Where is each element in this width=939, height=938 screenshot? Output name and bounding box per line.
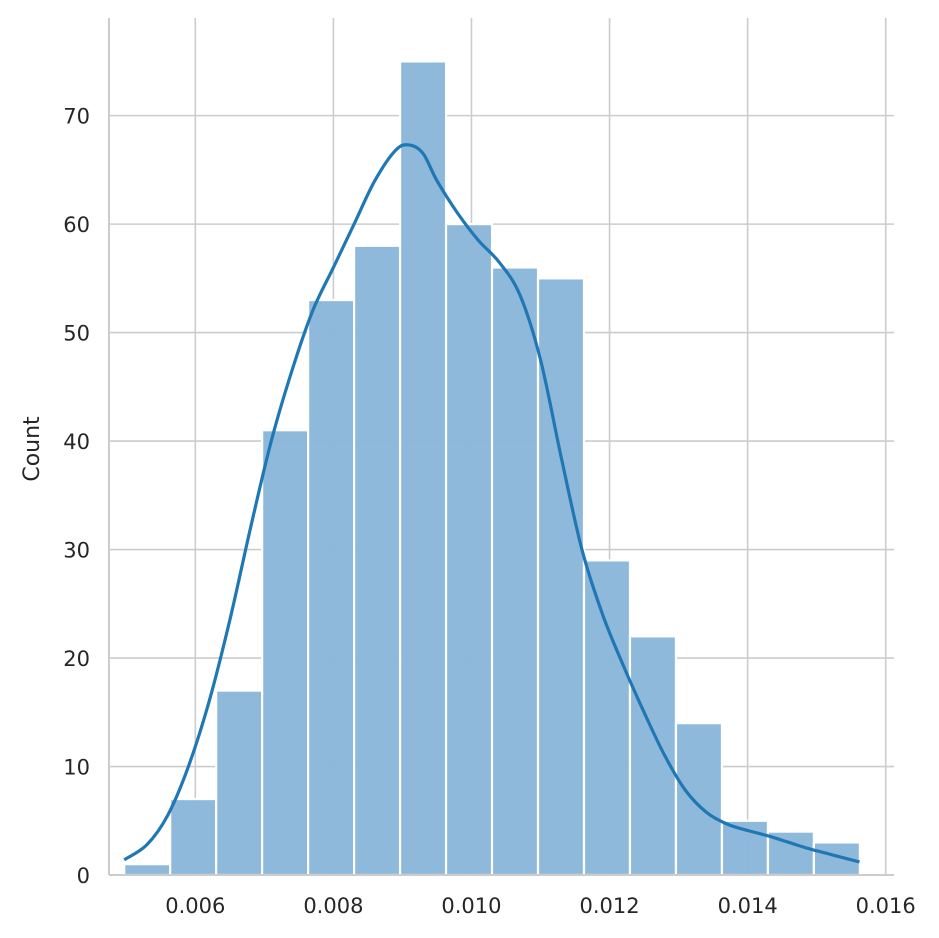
histogram-bar	[215, 689, 264, 877]
x-tick-label: 0.008	[303, 894, 363, 918]
y-tick-label: 40	[63, 430, 90, 454]
histogram-bar	[444, 223, 494, 877]
histogram-bar	[490, 266, 540, 877]
y-axis-label: Count	[20, 416, 45, 482]
kde-curve-group	[123, 143, 860, 864]
grid-lines	[109, 18, 894, 876]
histogram-bar	[307, 298, 356, 877]
x-tick-label: 0.010	[441, 894, 501, 918]
x-tick-label: 0.016	[856, 894, 916, 918]
histogram-bar	[628, 635, 678, 877]
y-tick-label: 20	[63, 647, 90, 671]
histogram-bars	[123, 60, 861, 877]
x-tick-label: 0.012	[579, 894, 639, 918]
y-tick-label: 60	[63, 213, 90, 237]
axes	[108, 18, 894, 876]
histogram-bar	[536, 277, 586, 877]
x-tick-label: 0.006	[165, 894, 225, 918]
y-tick-label: 50	[63, 322, 90, 346]
histogram-bar	[582, 559, 632, 877]
y-tick-label: 10	[63, 756, 90, 780]
y-tick-label: 30	[63, 539, 90, 563]
x-tick-label: 0.014	[718, 894, 778, 918]
histogram-bar	[169, 797, 218, 877]
y-tick-label: 0	[77, 864, 90, 888]
histogram-bar	[123, 863, 172, 877]
histogram-bar	[261, 429, 310, 877]
y-tick-label: 70	[63, 105, 90, 129]
histogram-bar	[674, 722, 724, 877]
histogram-bar	[352, 244, 402, 877]
tick-labels: 0.006 0.008 0.010 0.012 0.014 0.016 0 10 20 30 40 5…	[63, 105, 916, 918]
kde-curve	[123, 143, 860, 864]
